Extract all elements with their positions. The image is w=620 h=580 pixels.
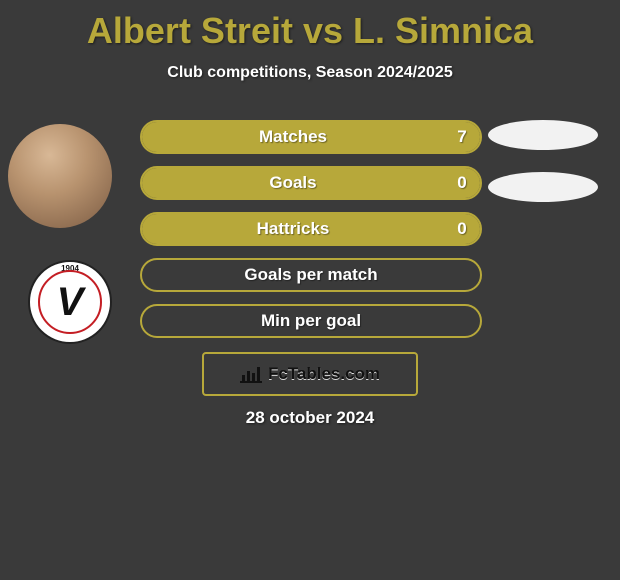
stats-bars: Matches7Goals0Hattricks0Goals per matchM… xyxy=(140,120,482,350)
blank-ellipse xyxy=(488,120,598,150)
page-subtitle: Club competitions, Season 2024/2025 xyxy=(0,64,620,82)
player-avatar xyxy=(8,124,112,228)
bar-label: Hattricks xyxy=(142,219,444,239)
bar-value: 7 xyxy=(444,127,480,147)
logo-letter: V xyxy=(57,282,84,322)
bar-label: Goals per match xyxy=(142,265,480,285)
chart-icon xyxy=(240,365,262,383)
club-logo: 1904 V xyxy=(20,260,120,344)
date-text: 28 october 2024 xyxy=(0,408,620,428)
stat-bar: Goals0 xyxy=(140,166,482,200)
stat-bar: Hattricks0 xyxy=(140,212,482,246)
bar-label: Matches xyxy=(142,127,444,147)
bar-value: 0 xyxy=(444,173,480,193)
page-title: Albert Streit vs L. Simnica xyxy=(0,0,620,52)
brand-box: FcTables.com xyxy=(202,352,418,396)
bar-value: 0 xyxy=(444,219,480,239)
stat-bar: Min per goal xyxy=(140,304,482,338)
stat-bar: Matches7 xyxy=(140,120,482,154)
stat-bar: Goals per match xyxy=(140,258,482,292)
brand-text: FcTables.com xyxy=(268,364,380,384)
blank-ellipse xyxy=(488,172,598,202)
right-ellipses xyxy=(488,120,598,224)
bar-label: Goals xyxy=(142,173,444,193)
bar-label: Min per goal xyxy=(142,311,480,331)
